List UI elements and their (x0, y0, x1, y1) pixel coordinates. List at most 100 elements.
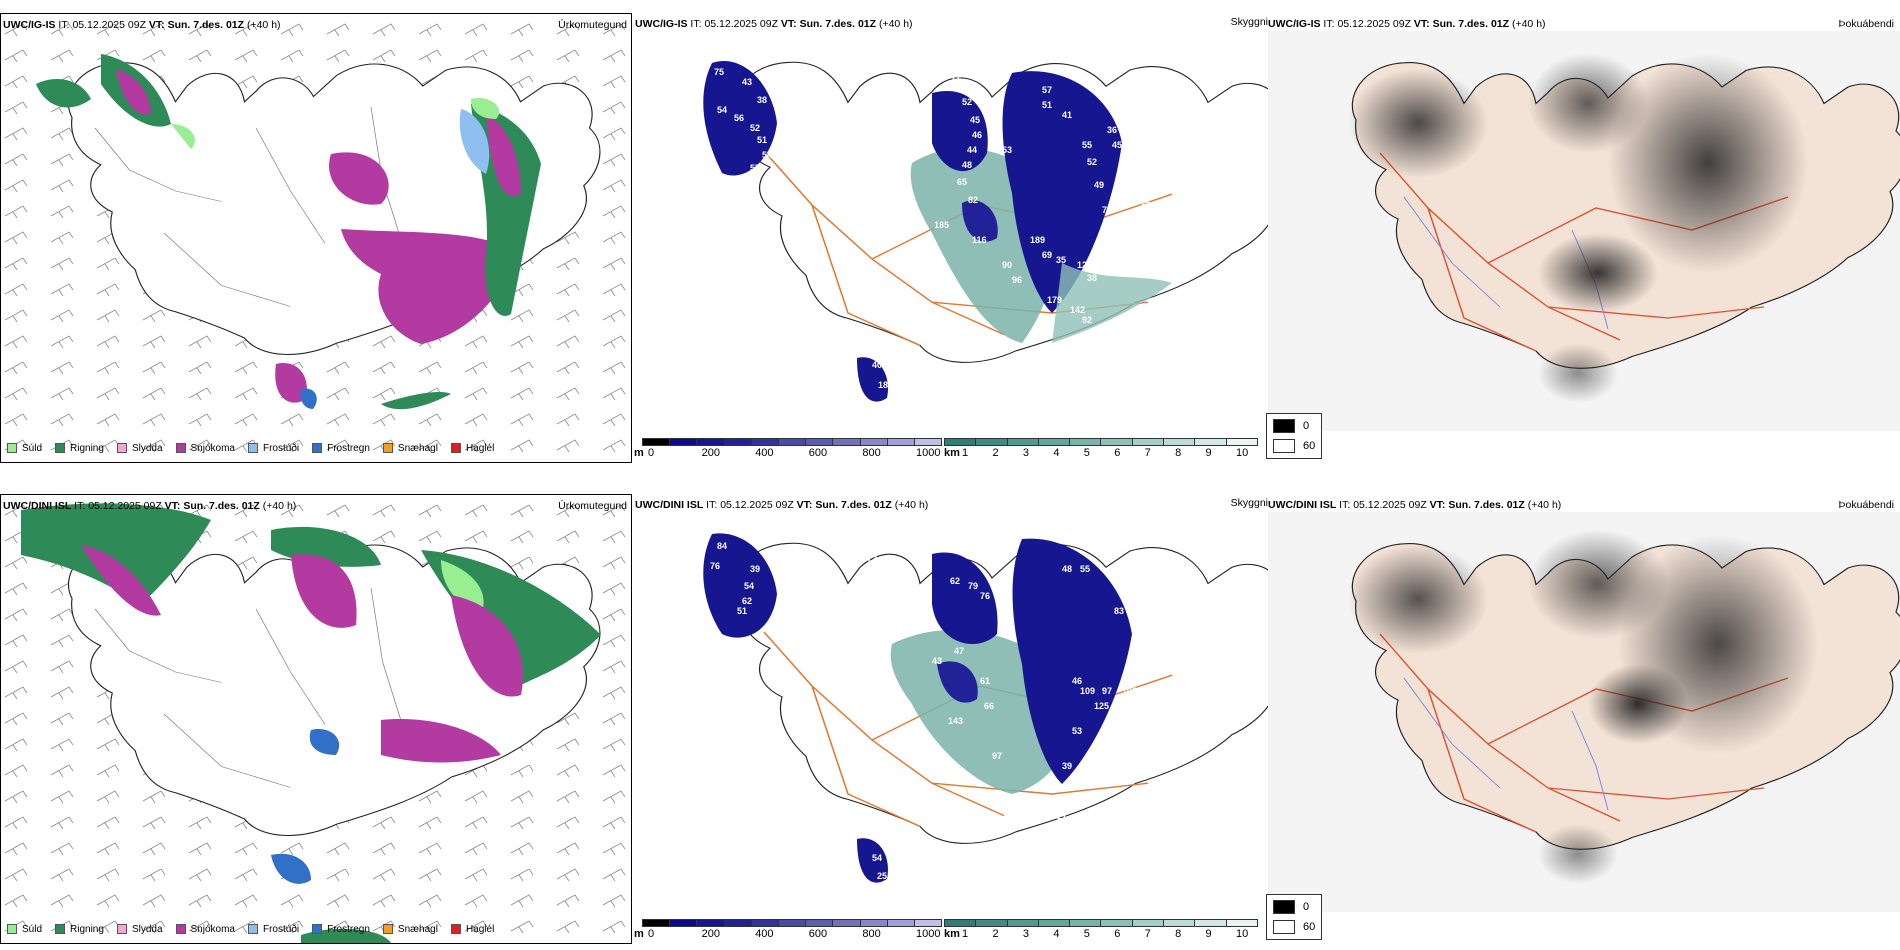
legend-label: Súld (22, 923, 43, 935)
visibility-value-labels: 6375433854565251545782555245464448658253… (714, 50, 1150, 397)
visibility-value-label: 49 (1094, 180, 1104, 190)
visibility-value-label: 189 (1030, 235, 1045, 245)
visibility-value-label: 90 (1002, 260, 1012, 270)
visibility-value-label: 54 (717, 105, 727, 115)
colorbar-tick-label: 4 (1053, 928, 1060, 940)
colorbar-tick-label: 800 (862, 928, 881, 940)
visibility-value-label: 73 (872, 641, 882, 651)
fog-area (1538, 233, 1658, 313)
legend-item: Snjókoma (175, 442, 235, 454)
visibility-value-label: 18 (878, 380, 888, 390)
visibility-value-label: 47 (954, 646, 964, 656)
legend-label: Snæhagl (397, 442, 438, 454)
precip-type-map-bottom: UWC/DINI ISL IT: 05.12.2025 09Z VT: Sun.… (0, 494, 632, 944)
colorbar-segment (643, 920, 671, 926)
colorbar-segment (1038, 439, 1071, 445)
fog-area (1588, 664, 1688, 744)
visibility-value-label: 51 (757, 135, 767, 145)
colorbar-tick-label: 7 (1144, 928, 1151, 940)
colorbar-segment (806, 920, 834, 926)
colorbar-tick-label: 800 (862, 447, 881, 459)
legend-item: Frostúði (247, 923, 300, 935)
colorbar-segment (1132, 439, 1165, 445)
fog-legend: 0 60 (1266, 413, 1322, 459)
valid-time: Sun. 7.des. 01Z (799, 18, 877, 30)
colorbar-tick-label: 4 (1053, 447, 1060, 459)
snow-area (486, 114, 521, 196)
colorbar-segment (1101, 920, 1133, 926)
legend-item: Súld (7, 443, 42, 454)
visibility-value-label: 179 (1047, 295, 1062, 305)
visibility-value-label: 53 (1072, 726, 1082, 736)
visibility-value-label: 67 (1147, 701, 1157, 711)
colorbar-tick-label: 1 (962, 928, 969, 940)
colorbar-segment (945, 920, 977, 926)
fog-area (1538, 824, 1618, 884)
fog-area (1538, 343, 1618, 403)
fog-legend-label-low: 0 (1303, 901, 1310, 913)
fog-legend-swatch-high (1273, 439, 1295, 453)
visibility-km-colorbar (944, 438, 1258, 446)
visibility-value-label: 48 (962, 160, 972, 170)
visibility-value-label: 35 (1056, 255, 1066, 265)
low-visibility-m-area (932, 91, 988, 172)
visibility-value-label: 116 (972, 235, 987, 245)
init-time-label: IT: (1323, 18, 1335, 30)
low-visibility-m-area (932, 552, 998, 644)
low-visibility-m-area (1002, 71, 1122, 313)
visibility-value-label: 76 (980, 591, 990, 601)
snow-area (451, 595, 523, 697)
legend-label: Súld (22, 442, 43, 454)
legend-swatch (247, 924, 258, 934)
init-time-label: IT: (1339, 499, 1351, 511)
visibility-value-label: 45 (1138, 666, 1148, 676)
lead-time: (+40 h) (262, 500, 297, 512)
legend-label: Snjókoma (190, 442, 235, 454)
colorbar-segment (1195, 920, 1227, 926)
visibility-value-label: 77 (1102, 205, 1112, 215)
colorbar-segment (976, 439, 1008, 445)
colorbar-tick-label: 200 (701, 928, 720, 940)
lead-time: (+40 h) (894, 499, 929, 511)
visibility-value-label: 62 (742, 596, 752, 606)
visibility-value-label: 124 (1077, 260, 1092, 270)
precip-type-map-top: UWC/IG-IS IT: 05.12.2025 09Z VT: Sun. 7.… (0, 13, 632, 463)
colorbar-tick-label: 400 (755, 447, 774, 459)
legend-label: Frostúði (262, 442, 300, 454)
colorbar-segment (1101, 439, 1133, 445)
colorbar-segment (697, 920, 725, 926)
colorbar-tick-label: 9 (1205, 447, 1212, 459)
fog-area (1348, 544, 1488, 654)
init-time-label: IT: (74, 500, 86, 512)
m-unit-label: m (634, 447, 644, 459)
legend-label: Frostúði (262, 923, 300, 935)
fog-map-canvas (1268, 31, 1900, 431)
init-time-label: IT: (58, 19, 70, 31)
legend-item: Slydda (116, 924, 163, 935)
colorbar-tick-label: 3 (1022, 447, 1029, 459)
colorbar-tick-label: 5 (1083, 928, 1090, 940)
visibility-value-label: 92 (1082, 315, 1092, 325)
visibility-value-label: 46 (1072, 676, 1082, 686)
visibility-value-label: 36 (1107, 125, 1117, 135)
visibility-value-label: 60 (1107, 568, 1117, 578)
legend-swatch (116, 924, 127, 934)
colorbar-segment (945, 439, 977, 445)
visibility-value-label: 54 (744, 581, 754, 591)
colorbar-tick-label: 6 (1114, 447, 1121, 459)
colorbar-tick-label: 400 (755, 928, 774, 940)
fog-legend-label-low: 0 (1303, 420, 1310, 432)
fog-area (1348, 68, 1488, 178)
visibility-value-label: 69 (1042, 250, 1052, 260)
colorbar-segment (1070, 920, 1102, 926)
visibility-map-bottom: 80 84 76 39 54 62 51 73 728 73 43 47 61 66 143 97 62 79 76… (632, 494, 1268, 944)
visibility-value-label: 52 (1087, 157, 1097, 167)
colorbar-tick-label: 10 (1236, 928, 1249, 940)
fog-legend-swatch-low (1273, 900, 1295, 914)
legend-swatch (312, 924, 323, 934)
colorbar-tick-label: 600 (808, 928, 828, 940)
colorbar-segment (670, 920, 698, 926)
visibility-value-label: 67 (1114, 220, 1124, 230)
init-time-label: IT: (690, 18, 702, 30)
